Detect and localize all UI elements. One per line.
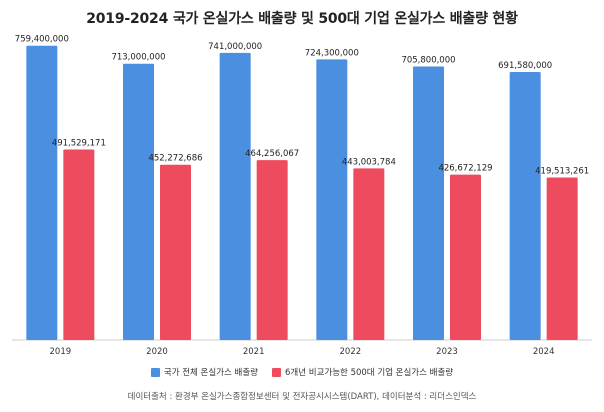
legend-item-national: 국가 전체 온실가스 배출량 [150, 366, 259, 378]
bar-national-2019 [26, 45, 58, 341]
data-label-national-2019: 759,400,000 [15, 35, 69, 45]
bar-500-companies-2019 [63, 149, 95, 340]
data-label-500-companies-2023: 426,672,129 [438, 164, 492, 174]
data-label-500-companies-2019: 491,529,171 [52, 139, 106, 149]
legend-label-500-companies: 6개년 비교가능한 500대 기업 온실가스 배출량 [285, 368, 454, 378]
legend-swatch-500-companies [272, 367, 282, 377]
x-tick-label-2023: 2023 [436, 347, 458, 357]
data-label-500-companies-2020: 452,272,686 [148, 154, 202, 164]
bar-national-2024 [509, 72, 541, 340]
data-label-national-2021: 741,000,000 [208, 42, 262, 52]
bar-500-companies-2022 [353, 168, 385, 340]
x-tick-label-2019: 2019 [50, 347, 72, 357]
data-label-500-companies-2022: 443,003,784 [342, 157, 396, 167]
data-label-national-2023: 705,800,000 [401, 56, 455, 66]
chart-title: 2019-2024 국가 온실가스 배출량 및 500대 기업 온실가스 배출량… [86, 11, 518, 27]
data-label-national-2020: 713,000,000 [111, 53, 165, 63]
bar-500-companies-2021 [256, 160, 288, 340]
x-tick-label-2020: 2020 [146, 347, 168, 357]
x-tick-label-2022: 2022 [340, 347, 362, 357]
bar-national-2023 [413, 66, 444, 340]
data-label-500-companies-2024: 419,513,261 [535, 166, 589, 176]
data-label-national-2022: 724,300,000 [305, 48, 359, 58]
legend-swatch-national [150, 367, 160, 377]
bar-500-companies-2023 [450, 174, 481, 340]
bar-500-companies-2024 [546, 177, 578, 340]
legend-item-500-companies: 6개년 비교가능한 500대 기업 온실가스 배출량 [272, 366, 453, 378]
data-label-500-companies-2021: 464,256,067 [245, 149, 299, 159]
data-label-national-2024: 691,580,000 [498, 61, 552, 71]
bar-national-2020 [123, 63, 154, 341]
bar-national-2021 [219, 52, 251, 341]
data-source-note: 데이터출처 : 환경부 온실가스종합정보센터 및 전자공시시스템(DART), … [127, 392, 477, 402]
x-tick-label-2024: 2024 [533, 347, 555, 357]
bar-national-2022 [316, 59, 348, 341]
chart-legend: 국가 전체 온실가스 배출량 6개년 비교가능한 500대 기업 온실가스 배출… [0, 366, 604, 378]
x-tick-label-2021: 2021 [243, 347, 265, 357]
bar-500-companies-2020 [160, 164, 191, 340]
legend-label-national: 국가 전체 온실가스 배출량 [163, 368, 259, 378]
